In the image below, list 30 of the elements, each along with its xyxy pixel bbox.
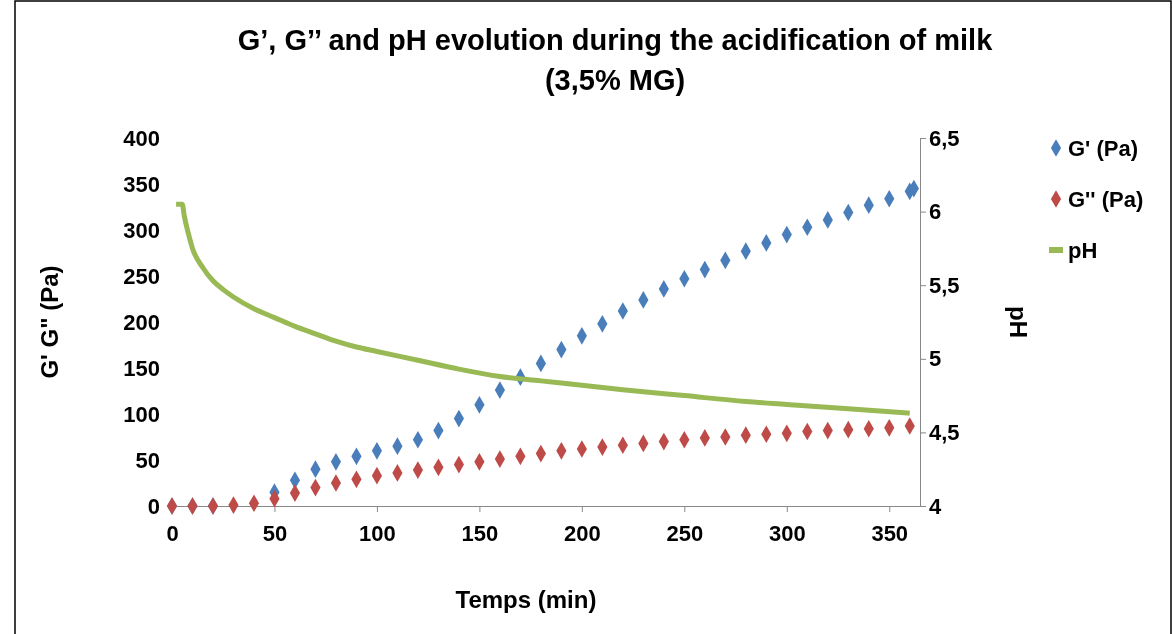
y2-tick-label: 6 [929,199,942,225]
x-axis-title: Temps (min) [455,586,597,613]
y-tick-label: 250 [123,263,160,289]
y-tick-label: 100 [123,401,160,427]
y-tick-label: 0 [147,493,160,519]
legend-label: pH [1068,238,1098,263]
x-tick-label: 50 [262,521,288,547]
y2-tick-label: 4 [929,493,942,519]
y-tick-label: 350 [123,171,160,197]
y2-tick-label: 6,5 [929,125,960,151]
x-tick-label: 0 [166,521,179,547]
y2-tick-label: 5 [929,346,942,372]
legend-label: G' (Pa) [1068,136,1139,161]
x-tick-label: 300 [768,521,806,547]
x-tick-label: 150 [461,521,499,547]
y2-tick-label: 4,5 [929,419,960,445]
y-tick-label: 50 [135,447,160,473]
y2-axis-title: pH [1005,306,1032,338]
y-tick-label: 400 [123,125,160,151]
x-tick-label: 250 [666,521,704,547]
y2-tick-label: 5,5 [929,272,960,298]
x-tick-label: 100 [359,521,396,547]
x-tick-label: 350 [871,521,909,547]
legend-label: G'' (Pa) [1068,187,1144,212]
y-tick-label: 150 [123,355,160,381]
chart-title: G’, G’’ and pH evolution during the acidification of milk (3,5% MG) [237,24,994,96]
y-axis-title: G' G" (Pa) [36,265,63,379]
x-tick-label: 200 [564,521,601,547]
y-tick-label: 300 [123,217,160,243]
y-tick-label: 200 [123,309,160,335]
